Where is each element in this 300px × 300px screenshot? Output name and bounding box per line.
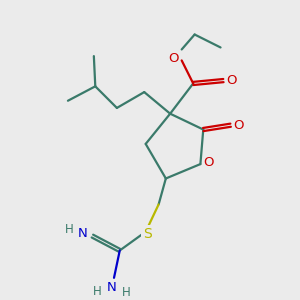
Text: O: O <box>168 52 179 65</box>
Text: N: N <box>77 227 87 240</box>
Text: S: S <box>143 227 152 241</box>
Text: O: O <box>233 119 244 132</box>
Text: O: O <box>203 156 214 169</box>
Text: H: H <box>93 285 102 298</box>
Text: H: H <box>64 223 73 236</box>
Text: N: N <box>106 280 116 293</box>
Text: H: H <box>122 286 130 299</box>
Text: O: O <box>226 74 237 87</box>
